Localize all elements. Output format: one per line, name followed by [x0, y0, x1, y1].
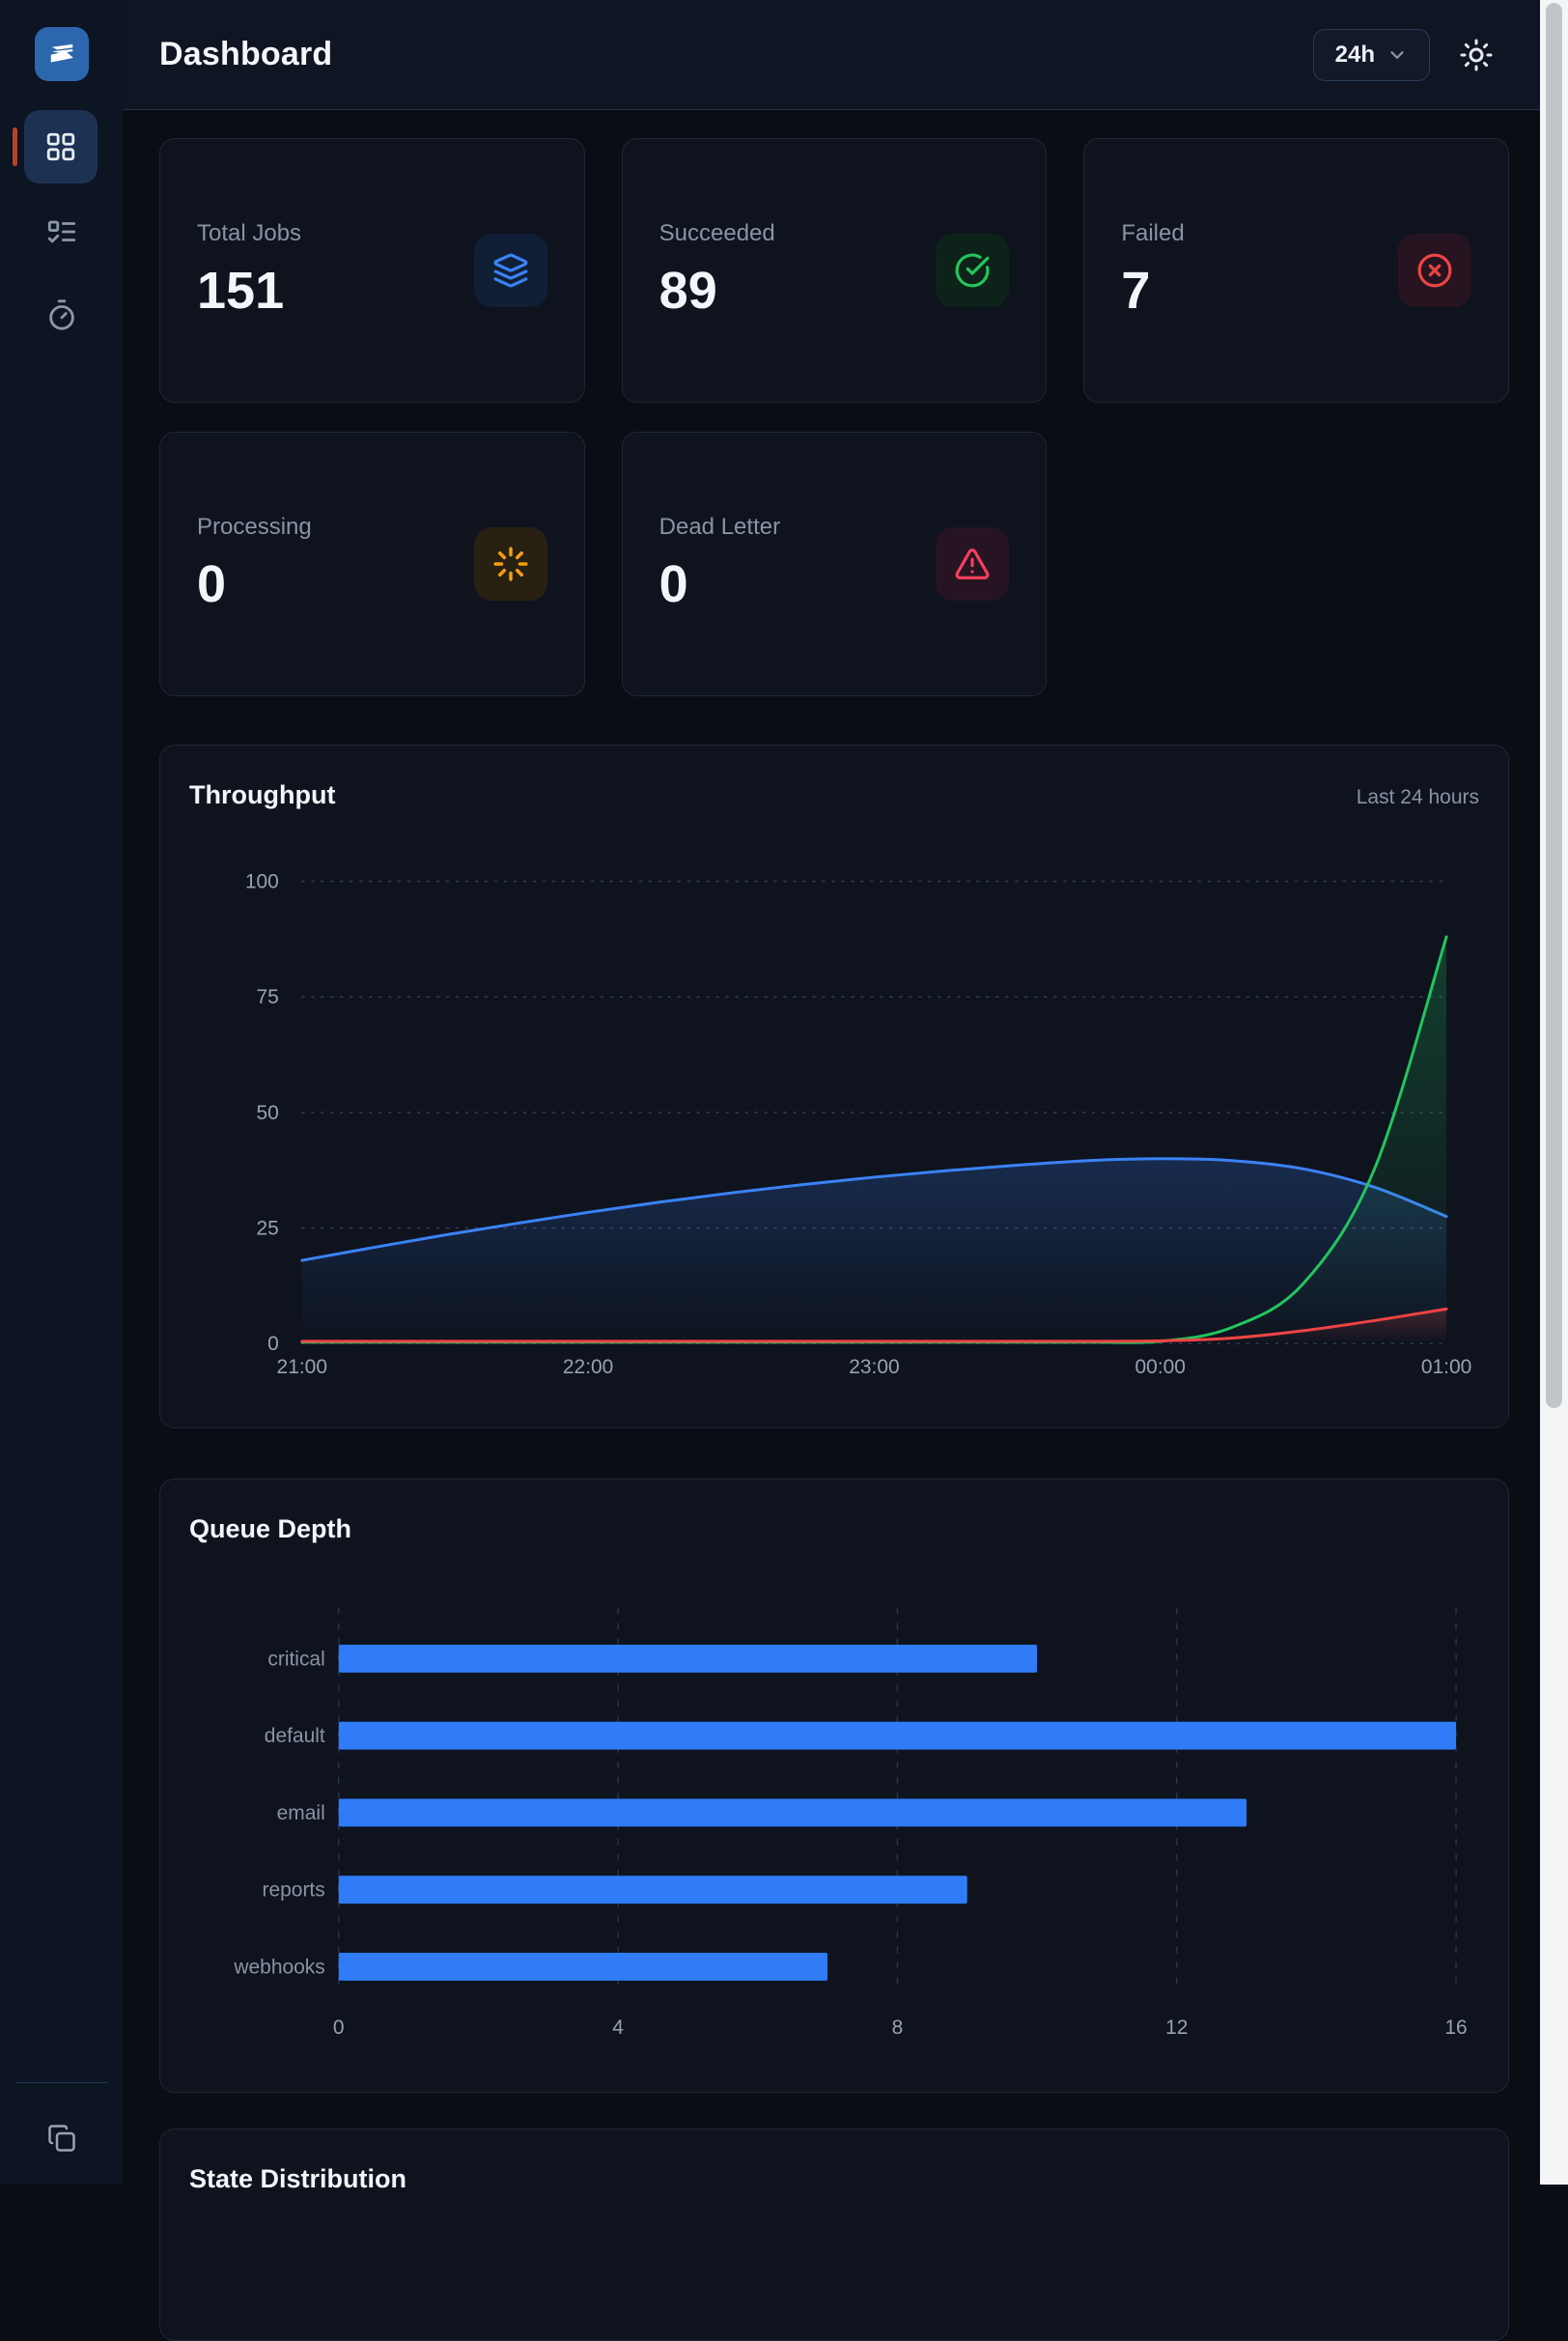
main-area: Dashboard 24h Total Jobs 151	[123, 0, 1540, 2341]
list-todo-icon	[47, 220, 75, 243]
sidebar-item-tasks[interactable]	[0, 203, 123, 261]
state-distribution-card: State Distribution	[159, 2129, 1509, 2341]
loader-icon	[493, 547, 528, 581]
timer-icon	[48, 299, 74, 330]
stat-value: 0	[197, 555, 227, 613]
stat-icon-chip	[936, 234, 1010, 307]
stat-grid: Total Jobs 151 Succeeded 89	[159, 138, 1509, 696]
svg-text:0: 0	[267, 1333, 279, 1355]
stat-card-failed: Failed 7	[1083, 138, 1509, 403]
stat-card-succeeded: Succeeded 89	[621, 138, 1048, 403]
stat-value: 89	[658, 262, 717, 320]
theme-toggle[interactable]	[1459, 38, 1494, 72]
svg-text:12: 12	[1165, 2017, 1188, 2039]
stat-value: 7	[1121, 262, 1151, 320]
stat-label: Dead Letter	[658, 514, 781, 540]
x-circle-icon	[1417, 253, 1452, 288]
stat-card-dead-letter: Dead Letter 0	[621, 432, 1048, 696]
scrollbar-thumb[interactable]	[1546, 3, 1562, 1408]
svg-text:webhooks: webhooks	[233, 1956, 324, 1978]
svg-text:100: 100	[245, 871, 279, 893]
sidebar-item-dashboard[interactable]	[24, 110, 98, 183]
svg-text:25: 25	[257, 1218, 279, 1240]
content: Total Jobs 151 Succeeded 89	[123, 110, 1540, 2341]
stat-label: Failed	[1121, 220, 1185, 246]
sidebar-item-timers[interactable]	[0, 286, 123, 344]
svg-text:00:00: 00:00	[1135, 1356, 1186, 1378]
svg-text:50: 50	[257, 1102, 279, 1124]
svg-text:reports: reports	[263, 1879, 325, 1902]
time-range-selector[interactable]: 24h	[1312, 28, 1430, 81]
active-nav-indicator	[13, 127, 17, 166]
throughput-title: Throughput	[189, 780, 336, 809]
stat-card-total-jobs: Total Jobs 151	[159, 138, 585, 403]
app-logo[interactable]	[35, 27, 89, 81]
stat-label: Succeeded	[658, 220, 775, 246]
layers-icon	[493, 253, 528, 288]
stat-value: 151	[197, 262, 285, 320]
throughput-card: Throughput Last 24 hours 0 25 50 75 100 21:00…	[159, 745, 1509, 1428]
throughput-subtitle: Last 24 hours	[1356, 786, 1479, 808]
stat-icon-chip	[473, 234, 547, 307]
stat-icon-chip	[473, 527, 547, 601]
logo-mark-icon	[50, 43, 73, 63]
queue-depth-title: Queue Depth	[189, 1514, 352, 1543]
page-title: Dashboard	[159, 36, 333, 72]
header: Dashboard 24h	[123, 0, 1540, 110]
svg-text:8: 8	[892, 2017, 904, 2039]
stat-icon-chip	[936, 527, 1010, 601]
queue-depth-bar-chart: 0 4 8 12 16 critical default email reports webhoo…	[233, 1607, 1468, 2039]
state-distribution-title: State Distribution	[189, 2164, 407, 2193]
sidebar	[0, 0, 123, 2185]
svg-text:0: 0	[333, 2017, 345, 2039]
stat-icon-chip	[1397, 234, 1471, 307]
svg-text:4: 4	[612, 2017, 624, 2039]
svg-text:21:00: 21:00	[277, 1356, 327, 1378]
time-range-value: 24h	[1334, 41, 1375, 68]
svg-text:01:00: 01:00	[1421, 1356, 1471, 1378]
stat-label: Processing	[197, 514, 312, 540]
layout-grid-icon	[46, 132, 75, 161]
svg-text:critical: critical	[267, 1648, 324, 1670]
stat-label: Total Jobs	[197, 220, 302, 246]
sidebar-item-copy[interactable]	[0, 2109, 123, 2167]
sidebar-divider	[15, 2082, 107, 2083]
svg-text:email: email	[277, 1802, 325, 1824]
chevron-down-icon	[1390, 50, 1404, 59]
alert-triangle-icon	[955, 549, 990, 579]
svg-text:16: 16	[1444, 2017, 1467, 2039]
queue-depth-card: Queue Depth 0 4 8 12 16 critical default email r…	[159, 1479, 1509, 2093]
scrollbar-track[interactable]	[1540, 0, 1568, 2185]
copy-icon	[47, 2125, 75, 2152]
svg-text:22:00: 22:00	[563, 1356, 613, 1378]
stat-card-processing: Processing 0	[159, 432, 585, 696]
svg-text:default: default	[265, 1725, 325, 1747]
throughput-area-chart: 0 25 50 75 100 21:00 22:00 23:00 00:00 01:00	[245, 871, 1471, 1379]
stat-value: 0	[658, 555, 688, 613]
sun-icon	[1460, 39, 1493, 71]
svg-text:23:00: 23:00	[849, 1356, 899, 1378]
check-circle-icon	[955, 253, 990, 288]
svg-text:75: 75	[257, 986, 279, 1008]
